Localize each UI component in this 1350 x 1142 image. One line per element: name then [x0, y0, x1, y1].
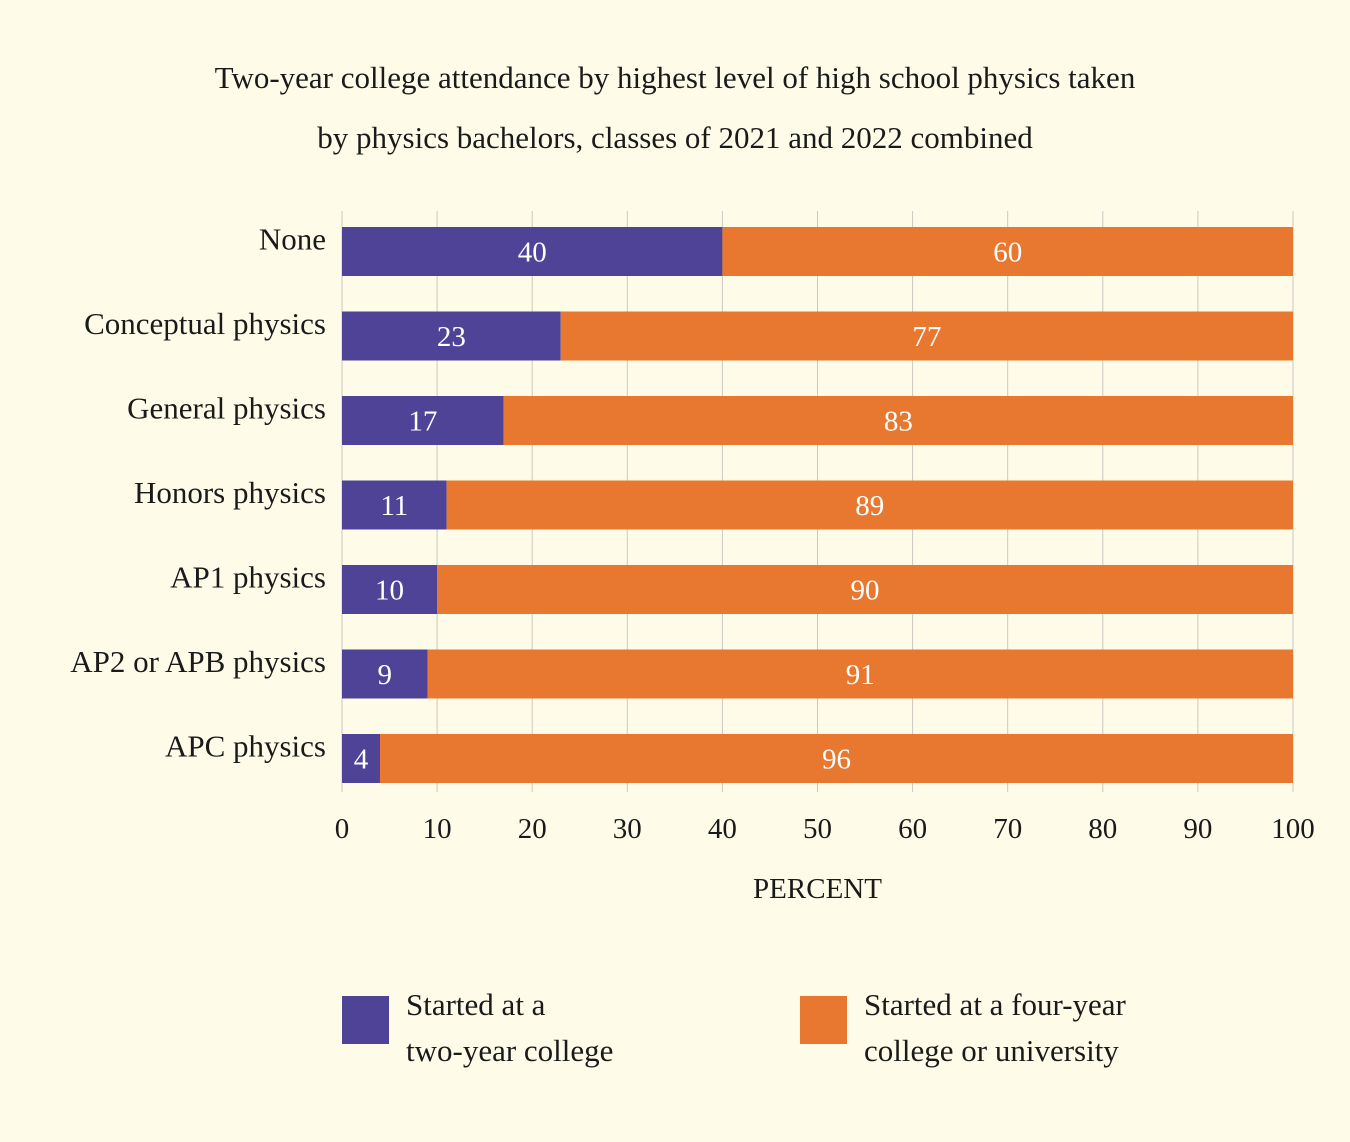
- chart-title-line-2: by physics bachelors, classes of 2021 an…: [317, 120, 1033, 155]
- data-label-four-year-0: 60: [993, 237, 1022, 269]
- legend-swatch-two-year: [342, 996, 389, 1044]
- x-tick-label-10: 10: [423, 813, 452, 845]
- bar-four-year-3: [446, 480, 1293, 530]
- chart-title-line-1: Two-year college attendance by highest l…: [214, 60, 1136, 95]
- chart-title: Two-year college attendance by highest l…: [0, 48, 1350, 168]
- x-tick-label-30: 30: [613, 813, 642, 845]
- bar-two-year-5: [342, 649, 428, 699]
- bar-four-year-0: [722, 227, 1293, 276]
- data-label-two-year-4: 10: [375, 575, 404, 607]
- category-label-5: AP2 or APB physics: [70, 644, 326, 679]
- data-label-four-year-1: 77: [912, 321, 941, 353]
- data-label-two-year-3: 11: [380, 490, 408, 522]
- data-label-two-year-5: 9: [378, 659, 393, 691]
- bar-four-year-1: [560, 311, 1293, 361]
- data-label-two-year-6: 4: [354, 744, 369, 776]
- bar-four-year-5: [427, 649, 1294, 699]
- x-tick-label-40: 40: [708, 813, 737, 845]
- bar-four-year-2: [503, 396, 1293, 445]
- data-label-four-year-6: 96: [822, 744, 851, 776]
- x-tick-label-90: 90: [1183, 813, 1212, 845]
- category-label-1: Conceptual physics: [84, 306, 326, 341]
- category-label-6: APC physics: [165, 729, 326, 764]
- category-label-4: AP1 physics: [170, 560, 326, 595]
- x-tick-label-0: 0: [335, 813, 350, 845]
- x-axis-title: PERCENT: [753, 873, 882, 905]
- category-label-3: Honors physics: [134, 475, 326, 510]
- bar-four-year-4: [437, 565, 1294, 614]
- x-tick-label-80: 80: [1088, 813, 1117, 845]
- data-label-four-year-3: 89: [855, 490, 884, 522]
- bar-four-year-6: [380, 734, 1293, 783]
- bar-two-year-6: [342, 734, 381, 783]
- x-tick-label-60: 60: [898, 813, 927, 845]
- bar-two-year-1: [342, 311, 561, 361]
- data-label-four-year-2: 83: [884, 406, 913, 438]
- x-tick-label-50: 50: [803, 813, 832, 845]
- bar-two-year-2: [342, 396, 504, 445]
- x-tick-label-20: 20: [518, 813, 547, 845]
- category-label-2: General physics: [127, 391, 326, 426]
- legend-swatch-four-year: [800, 996, 847, 1044]
- data-label-four-year-5: 91: [846, 659, 875, 691]
- legend-label-two-year: Started at a two-year college: [406, 987, 614, 1068]
- data-label-four-year-4: 90: [851, 575, 880, 607]
- bar-two-year-4: [342, 565, 438, 614]
- legend-label-four-year: Started at a four-year college or univer…: [864, 987, 1126, 1068]
- category-label-0: None: [259, 222, 326, 257]
- bar-two-year-3: [342, 480, 447, 530]
- data-label-two-year-2: 17: [408, 406, 437, 438]
- stacked-bar-chart: 0 10 20 30 40 50 60 70 80 90 100 40 60 None 23 77 Concep…: [70, 211, 1315, 905]
- data-label-two-year-1: 23: [437, 321, 466, 353]
- x-tick-label-100: 100: [1271, 813, 1315, 845]
- bar-two-year-0: [342, 227, 723, 276]
- data-label-two-year-0: 40: [518, 237, 547, 269]
- x-tick-label-70: 70: [993, 813, 1022, 845]
